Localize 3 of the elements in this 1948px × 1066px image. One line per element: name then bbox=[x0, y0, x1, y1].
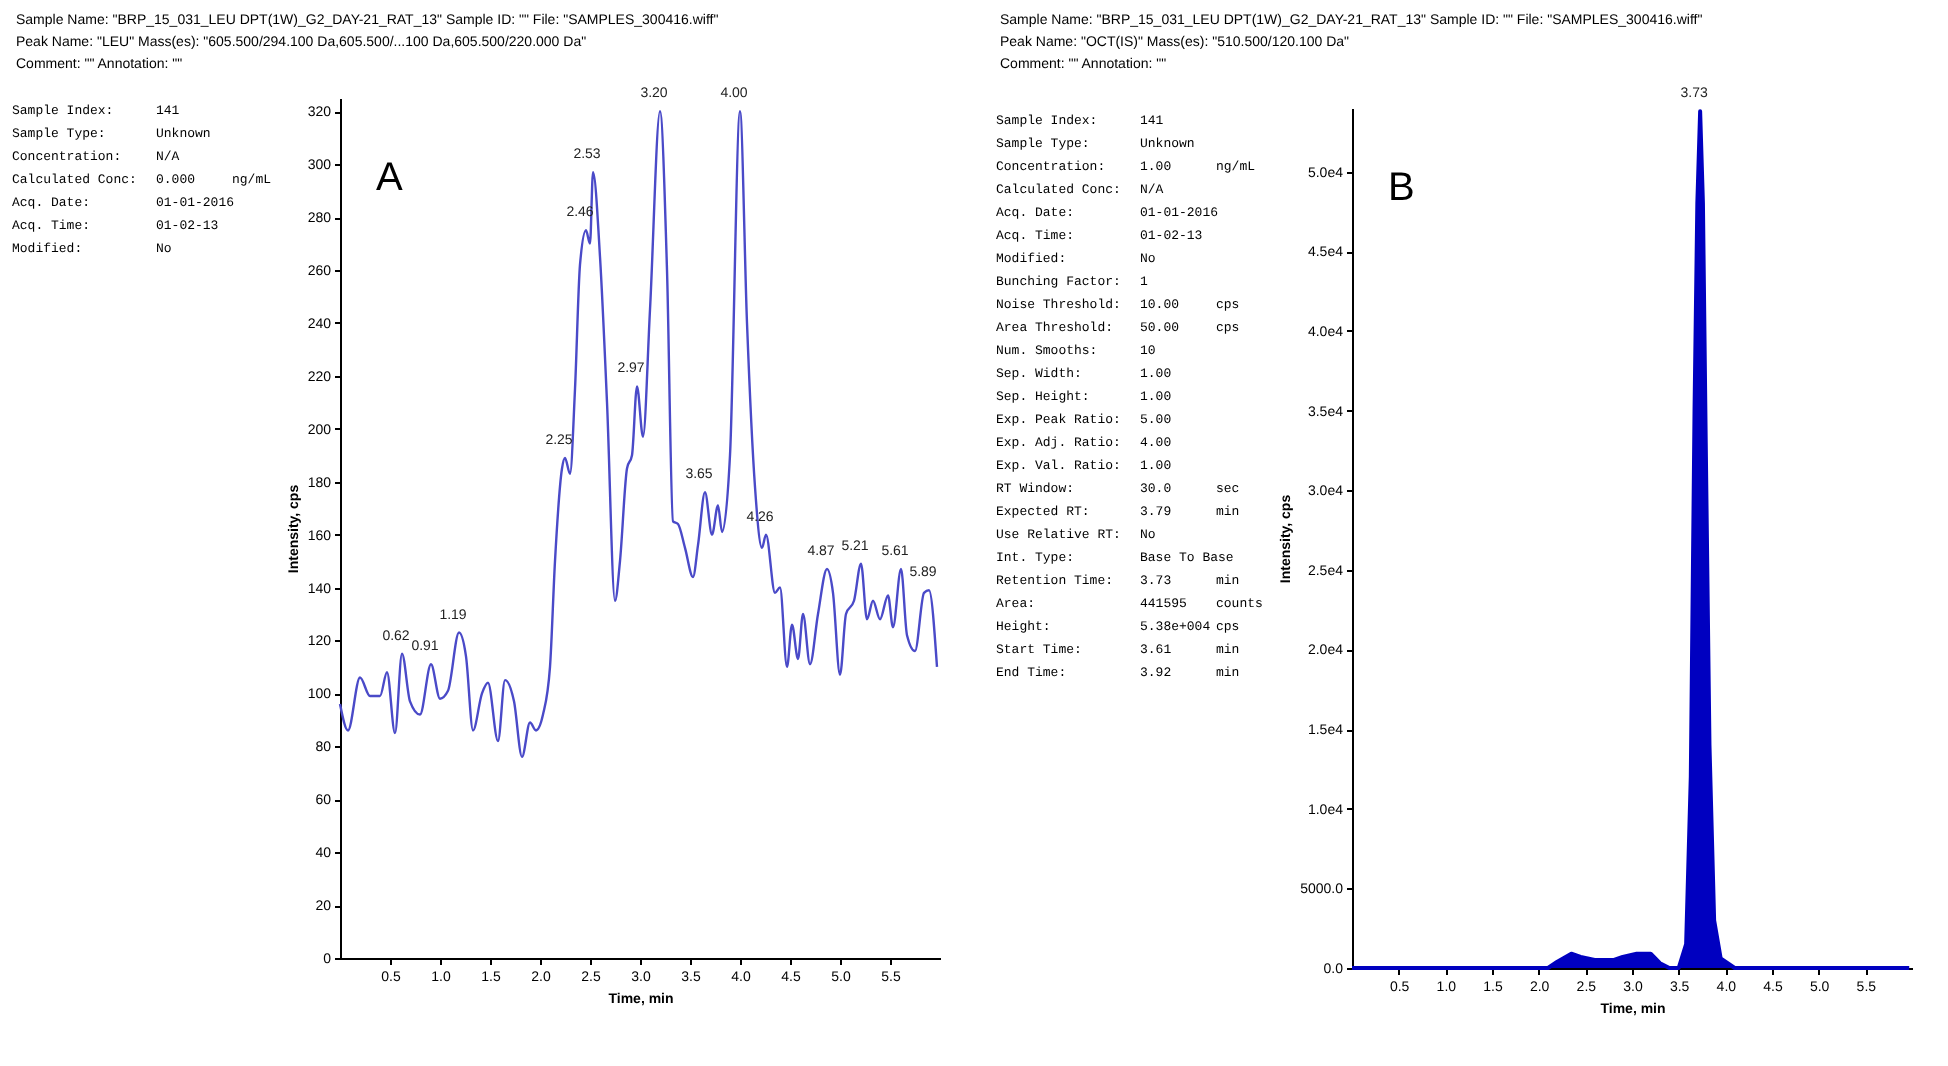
line-series bbox=[338, 110, 939, 759]
text: A bbox=[376, 156, 404, 200]
text: B bbox=[1388, 166, 1415, 210]
